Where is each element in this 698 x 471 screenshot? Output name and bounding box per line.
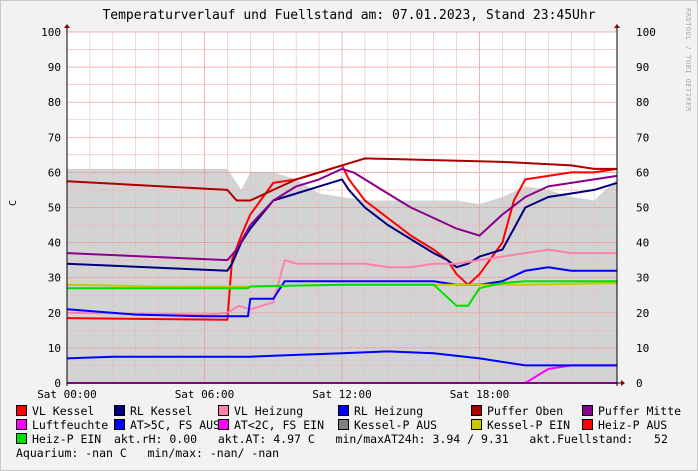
grid-layer [66, 31, 618, 384]
x-tick-label: Sat 18:00 [450, 388, 510, 400]
legend-item-heiz-p-ein: Heiz-P EIN [16, 432, 101, 446]
legend-swatch [471, 405, 482, 416]
legend-label: Luftfeuchte [32, 418, 109, 432]
x-axis-arrow [621, 380, 625, 386]
legend-item: AT<2C, FS EIN [218, 418, 324, 432]
legend-item: VL Heizung [218, 404, 303, 418]
legend-swatch [16, 405, 27, 416]
legend-label: VL Kessel [32, 404, 95, 418]
legend-swatch [16, 433, 27, 444]
legend-label: AT>5C, FS AUS [130, 418, 221, 432]
legend-swatch [114, 405, 125, 416]
y-tick-label-left: 80 [48, 96, 61, 109]
axes-layer [64, 24, 625, 386]
legend-item: Kessel-P EIN [471, 418, 570, 432]
series-line-puffer-mitte [66, 167, 618, 262]
tick-labels-layer: 0 0 10 10 20 20 30 30 40 40 50 50 60 60 70 70 80 80 90 90 10… [37, 26, 656, 400]
series-line-puffer-oben [66, 157, 617, 202]
legend-label: RL Heizung [354, 404, 424, 418]
legend-label: RL Kessel [130, 404, 193, 418]
y-axis-arrow-left [64, 24, 70, 28]
legend-swatch [218, 405, 229, 416]
y-tick-label-left: 90 [48, 61, 61, 74]
y-tick-label-right: 80 [636, 96, 649, 109]
series-line-vl-kessel [66, 164, 618, 321]
legend-swatch [218, 419, 229, 430]
legend-item: Heiz-P AUS [582, 418, 667, 432]
y-tick-label-left: 40 [48, 237, 61, 250]
series-line-heiz-p-ein [67, 280, 617, 307]
series-line-vl-heizung [66, 248, 617, 316]
x-tick-label: Sat 00:00 [37, 388, 97, 400]
current-readings: akt.rH: 0.00 akt.AT: 4.97 C min/maxAT24h… [114, 432, 668, 446]
legend-label: VL Heizung [234, 404, 304, 418]
legend-swatch [338, 405, 349, 416]
legend-swatch [471, 419, 482, 430]
legend-label: AT<2C, FS EIN [234, 418, 325, 432]
series-line-rl-heizung [66, 266, 617, 318]
legend-label: Kessel-P EIN [487, 418, 571, 432]
y-tick-label-left: 10 [48, 342, 61, 355]
legend-item: Puffer Mitte [582, 404, 681, 418]
legend-item: VL Kessel [16, 404, 94, 418]
y-tick-label-right: 0 [636, 377, 643, 390]
legend-label: Kessel-P AUS [354, 418, 438, 432]
legend-item: Puffer Oben [471, 404, 563, 418]
legend-label: Heiz-P AUS [598, 418, 668, 432]
temperature-chart: 0 0 10 10 20 20 30 30 40 40 50 50 60 60 70 70 80 80 90 90 10… [37, 24, 656, 400]
y-tick-label-left: 0 [54, 377, 61, 390]
legend-swatch [114, 419, 125, 430]
y-axis-arrow-right [614, 24, 620, 28]
y-tick-label-left: 50 [48, 202, 61, 215]
legend-swatch [338, 419, 349, 430]
y-tick-label-right: 40 [636, 237, 649, 250]
y-tick-label-right: 10 [636, 342, 649, 355]
y-tick-label-right: 50 [636, 202, 649, 215]
y-tick-label-left: 100 [41, 26, 61, 39]
x-tick-label: Sat 06:00 [175, 388, 235, 400]
legend-item: Luftfeuchte [16, 418, 108, 432]
legend-item: Kessel-P AUS [338, 418, 437, 432]
y-tick-label-left: 20 [48, 307, 61, 320]
x-tick-label: Sat 12:00 [312, 388, 372, 400]
y-tick-label-right: 60 [636, 166, 649, 179]
legend-swatch [16, 419, 27, 430]
legend-label: Puffer Oben [487, 404, 564, 418]
y-tick-label-right: 100 [636, 26, 656, 39]
aquarium-readings: Aquarium: -nan C min/max: -nan/ -nan [16, 446, 280, 460]
y-tick-label-left: 60 [48, 166, 61, 179]
y-tick-label-left: 30 [48, 272, 61, 285]
y-tick-label-left: 70 [48, 131, 61, 144]
legend-label: Puffer Mitte [598, 404, 682, 418]
legend-item: RL Heizung [338, 404, 423, 418]
legend-item: RL Kessel [114, 404, 192, 418]
y-tick-label-right: 90 [636, 61, 649, 74]
legend-label: Heiz-P EIN [32, 432, 102, 446]
legend-swatch [582, 419, 593, 430]
legend-swatch [582, 405, 593, 416]
chart-title: Temperaturverlauf und Fuellstand am: 07.… [102, 8, 596, 23]
y-tick-label-right: 30 [636, 272, 649, 285]
y-tick-label-right: 20 [636, 307, 649, 320]
rrdtool-watermark: RRDTOOL / TOBI OETIKER [684, 8, 692, 112]
y-tick-label-right: 70 [636, 131, 649, 144]
legend-item: AT>5C, FS AUS [114, 418, 220, 432]
series-line-rl-kessel [66, 178, 618, 272]
series-line-at-5c-fs-aus [66, 350, 617, 367]
